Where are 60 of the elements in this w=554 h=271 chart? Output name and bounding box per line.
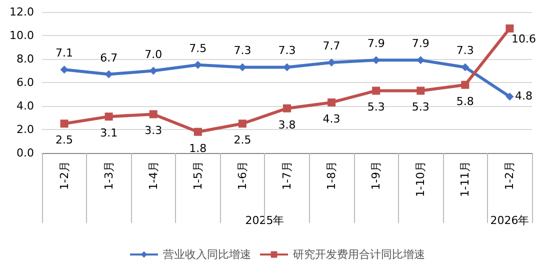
data-label: 7.9: [367, 37, 385, 50]
text: 2025年: [245, 214, 284, 227]
point: [283, 104, 291, 112]
y-tick-label: 10.0: [10, 29, 34, 42]
data-label: 2.5: [234, 134, 252, 147]
x-tick-label: 1-2月: [58, 161, 71, 190]
data-label: 5.8: [456, 94, 474, 108]
data-label: 4.3: [322, 112, 340, 126]
data-label: 7.9: [412, 37, 430, 50]
point: [416, 86, 425, 95]
point: [506, 92, 514, 101]
legend-label: 研究开发费用合计同比增速: [293, 248, 425, 261]
y-tick-label: 8.0: [16, 52, 34, 66]
x-tick-label: 1-8月: [325, 161, 338, 190]
y-tick-label: 4.0: [16, 100, 34, 112]
data-label: 7.3: [278, 44, 296, 58]
x-tick-label: 1-6月: [236, 161, 249, 190]
x-tick-label: 1-11月: [458, 161, 472, 197]
point: [461, 80, 470, 89]
data-label: 5.3: [367, 100, 385, 114]
y-tick-label: 0.0: [16, 146, 34, 160]
data-label: 3.8: [278, 118, 296, 132]
x-tick-label: 1-7月: [280, 161, 294, 190]
point: [194, 128, 202, 136]
point: [238, 120, 246, 128]
data-label: 1.8: [189, 142, 207, 155]
y-tick-label: 6.0: [16, 76, 34, 89]
point: [149, 110, 158, 118]
x-tick-label: 1-10月: [414, 161, 428, 197]
point: [60, 120, 68, 128]
text: 2026年: [490, 214, 530, 227]
y-tick-label: 2.0: [16, 123, 34, 136]
data-label: 7.1: [56, 46, 74, 60]
x-tick-label: 1-9月: [370, 161, 383, 190]
data-label: 6.7: [100, 51, 118, 64]
data-label: 7.5: [189, 42, 207, 55]
point: [506, 24, 514, 32]
data-label: 3.1: [100, 126, 118, 140]
x-tick-label: 1-5月: [191, 161, 204, 190]
point: [104, 112, 113, 121]
data-label: 7.3: [456, 44, 474, 58]
point: [328, 98, 336, 106]
data-label: 7.7: [322, 40, 340, 53]
data-label: 7.0: [144, 48, 162, 61]
data-label: 3.3: [144, 124, 162, 138]
point: [416, 56, 425, 64]
data-label: 5.3: [412, 100, 430, 114]
y-tick-label: 12.0: [10, 6, 34, 18]
x-tick-label: 1-3月: [102, 161, 116, 190]
point: [60, 66, 68, 74]
data-label: 7.3: [234, 44, 252, 58]
point: [283, 63, 291, 72]
data-label: 2.5: [56, 134, 74, 147]
data-label: 4.8: [514, 90, 532, 103]
x-tick-label: 1-4月: [146, 161, 160, 190]
x-tick-label: 1-2月: [503, 161, 516, 190]
point: [372, 86, 380, 95]
point: [461, 63, 470, 72]
legend-label: 营业收入同比增速: [163, 248, 251, 261]
data-label: 10.6: [511, 32, 536, 46]
